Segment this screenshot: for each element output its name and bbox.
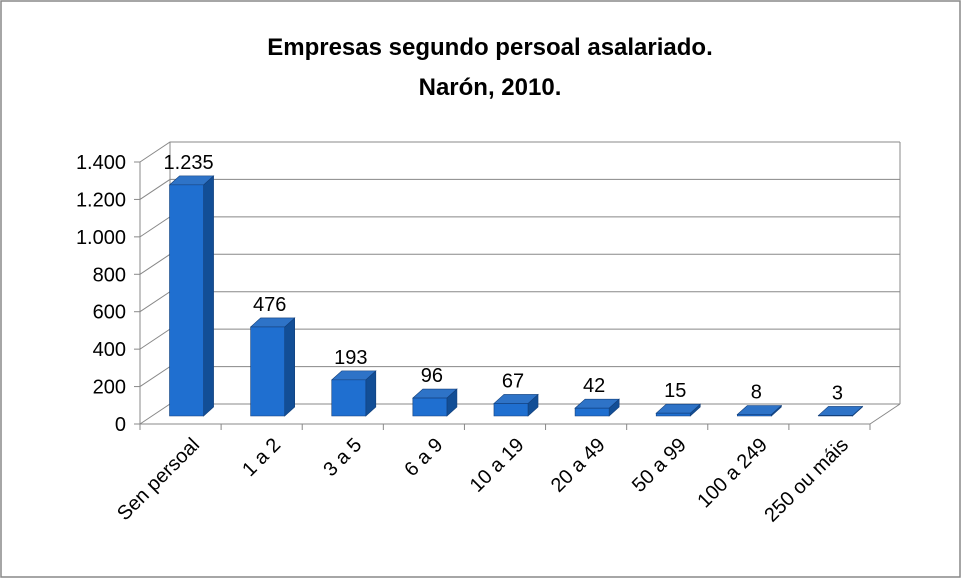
y-tick-label: 400 <box>93 339 126 361</box>
value-label: 67 <box>502 370 524 392</box>
bar <box>168 175 215 417</box>
grid-line <box>139 178 900 200</box>
bar <box>493 393 539 417</box>
bar-front <box>574 407 610 417</box>
bar-side <box>284 317 296 417</box>
y-tick-label: 1.000 <box>76 227 126 249</box>
bar <box>817 405 864 417</box>
grid-line <box>139 141 900 163</box>
value-label: 42 <box>583 375 605 397</box>
value-label: 476 <box>253 294 286 316</box>
value-label: 96 <box>421 365 443 387</box>
bar <box>249 317 296 417</box>
y-tick-label: 200 <box>93 377 126 399</box>
value-label: 1.235 <box>164 152 214 174</box>
floor-edge <box>869 403 901 425</box>
bar <box>655 403 702 417</box>
chart-title: Narón, 2010. <box>419 74 562 101</box>
bar-front <box>818 415 853 417</box>
y-tick-label: 1.400 <box>76 152 126 174</box>
bar <box>736 404 783 417</box>
bar-side <box>203 175 214 417</box>
bar <box>412 388 458 417</box>
bar <box>574 398 620 417</box>
bar-front <box>412 397 448 417</box>
bar-front <box>331 379 367 417</box>
value-label: 3 <box>832 382 843 404</box>
bar-front <box>493 403 529 417</box>
bar-front <box>250 326 286 417</box>
y-tick-label: 1.200 <box>76 189 126 211</box>
y-tick-label: 0 <box>115 414 126 436</box>
value-label: 8 <box>751 382 762 404</box>
value-label: 193 <box>334 347 367 369</box>
value-label: 15 <box>664 380 686 402</box>
y-tick-label: 600 <box>93 302 126 324</box>
bar <box>330 370 377 417</box>
chart-title: Empresas segundo persoal asalariado. <box>267 34 713 61</box>
bar-front <box>655 412 691 417</box>
bar-front <box>736 414 772 417</box>
y-tick-label: 800 <box>93 264 126 286</box>
bar-front <box>169 184 204 417</box>
